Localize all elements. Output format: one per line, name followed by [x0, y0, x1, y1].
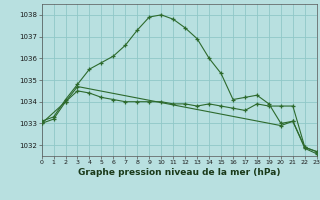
X-axis label: Graphe pression niveau de la mer (hPa): Graphe pression niveau de la mer (hPa): [78, 168, 280, 177]
